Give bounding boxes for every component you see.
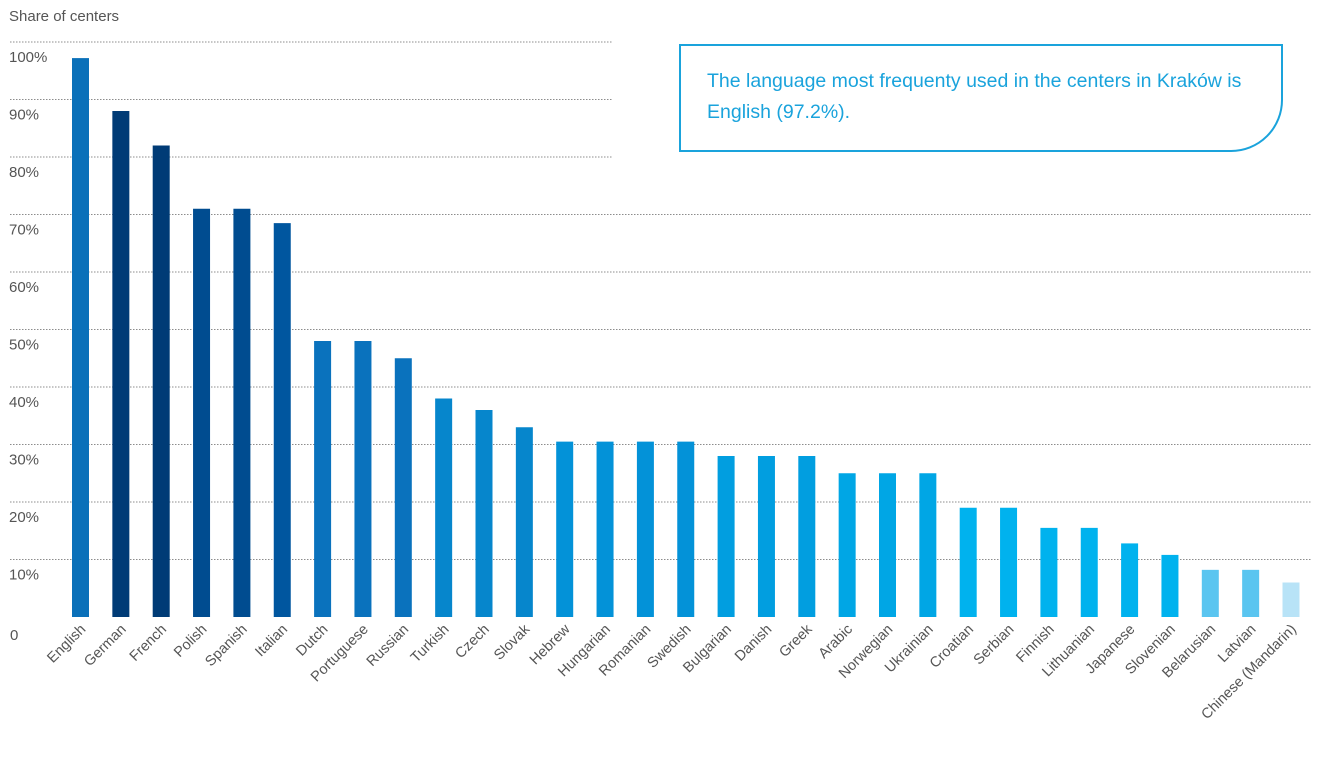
bar-italian (273, 223, 291, 617)
callout-box: The language most frequenty used in the … (679, 44, 1283, 152)
category-label: Spanish (202, 622, 250, 670)
bar-slovenian (1161, 554, 1179, 617)
bar-portuguese (354, 341, 372, 617)
bar-bulgarian (717, 456, 735, 617)
bar-slovak (515, 427, 533, 617)
bar-spanish (233, 208, 251, 617)
bar-german (112, 111, 130, 617)
bar-greek (798, 456, 816, 617)
bar-chinese-mandarin (1282, 582, 1300, 617)
y-tick-labels: 0 10% 20% 30% 40% 50% 60% 70% 80% 90% 100% (9, 49, 47, 644)
bar-hungarian (596, 441, 614, 617)
y-tick-label: 50% (9, 337, 39, 354)
category-label: Greek (776, 621, 816, 661)
bar-japanese (1121, 543, 1139, 617)
bar-czech (475, 410, 493, 617)
bar-polish (193, 208, 211, 617)
bar-turkish (435, 398, 453, 617)
callout-text: The language most frequenty used in the … (707, 70, 1242, 123)
y-tick-label: 80% (9, 164, 39, 181)
bar-danish (757, 456, 775, 617)
category-label: Danish (732, 622, 775, 665)
bar-serbian (1000, 507, 1018, 617)
bar-arabic (838, 473, 856, 617)
category-label: Italian (252, 622, 291, 661)
bar-croatian (959, 507, 977, 617)
bar-finnish (1040, 527, 1058, 617)
y-tick-label: 10% (9, 567, 39, 584)
bar-english (72, 58, 89, 618)
bar-dutch (314, 341, 332, 617)
bar-lithuanian (1080, 527, 1098, 617)
category-label: Turkish (408, 622, 453, 667)
bar-romanian (636, 441, 654, 617)
category-label: German (81, 622, 129, 670)
y-tick-label: 40% (9, 394, 39, 411)
category-label: Russian (364, 622, 412, 670)
y-tick-label: 70% (9, 222, 39, 239)
y-tick-label: 20% (9, 509, 39, 526)
bar-ukrainian (919, 473, 937, 617)
category-label: Serbian (971, 622, 1018, 669)
bar-hebrew (556, 441, 574, 617)
bar-russian (394, 358, 412, 617)
bar-belarusian (1201, 569, 1219, 617)
category-label: French (127, 622, 170, 665)
bar-latvian (1242, 569, 1260, 617)
category-label: Polish (171, 622, 210, 661)
bars (72, 58, 1300, 618)
category-label: Dutch (293, 622, 331, 660)
y-tick-label: 30% (9, 452, 39, 469)
category-label: Czech (452, 622, 492, 662)
y-tick-label: 90% (9, 107, 39, 124)
bar-swedish (677, 441, 695, 617)
y-tick-label: 60% (9, 279, 39, 296)
bar-french (152, 145, 170, 617)
gridlines (10, 41, 1312, 560)
y-tick-label: 0 (10, 627, 18, 644)
y-axis-title: Share of centers (9, 8, 120, 25)
y-tick-label: 100% (9, 49, 47, 66)
category-label: Croatian (927, 622, 977, 672)
bar-norwegian (879, 473, 896, 617)
